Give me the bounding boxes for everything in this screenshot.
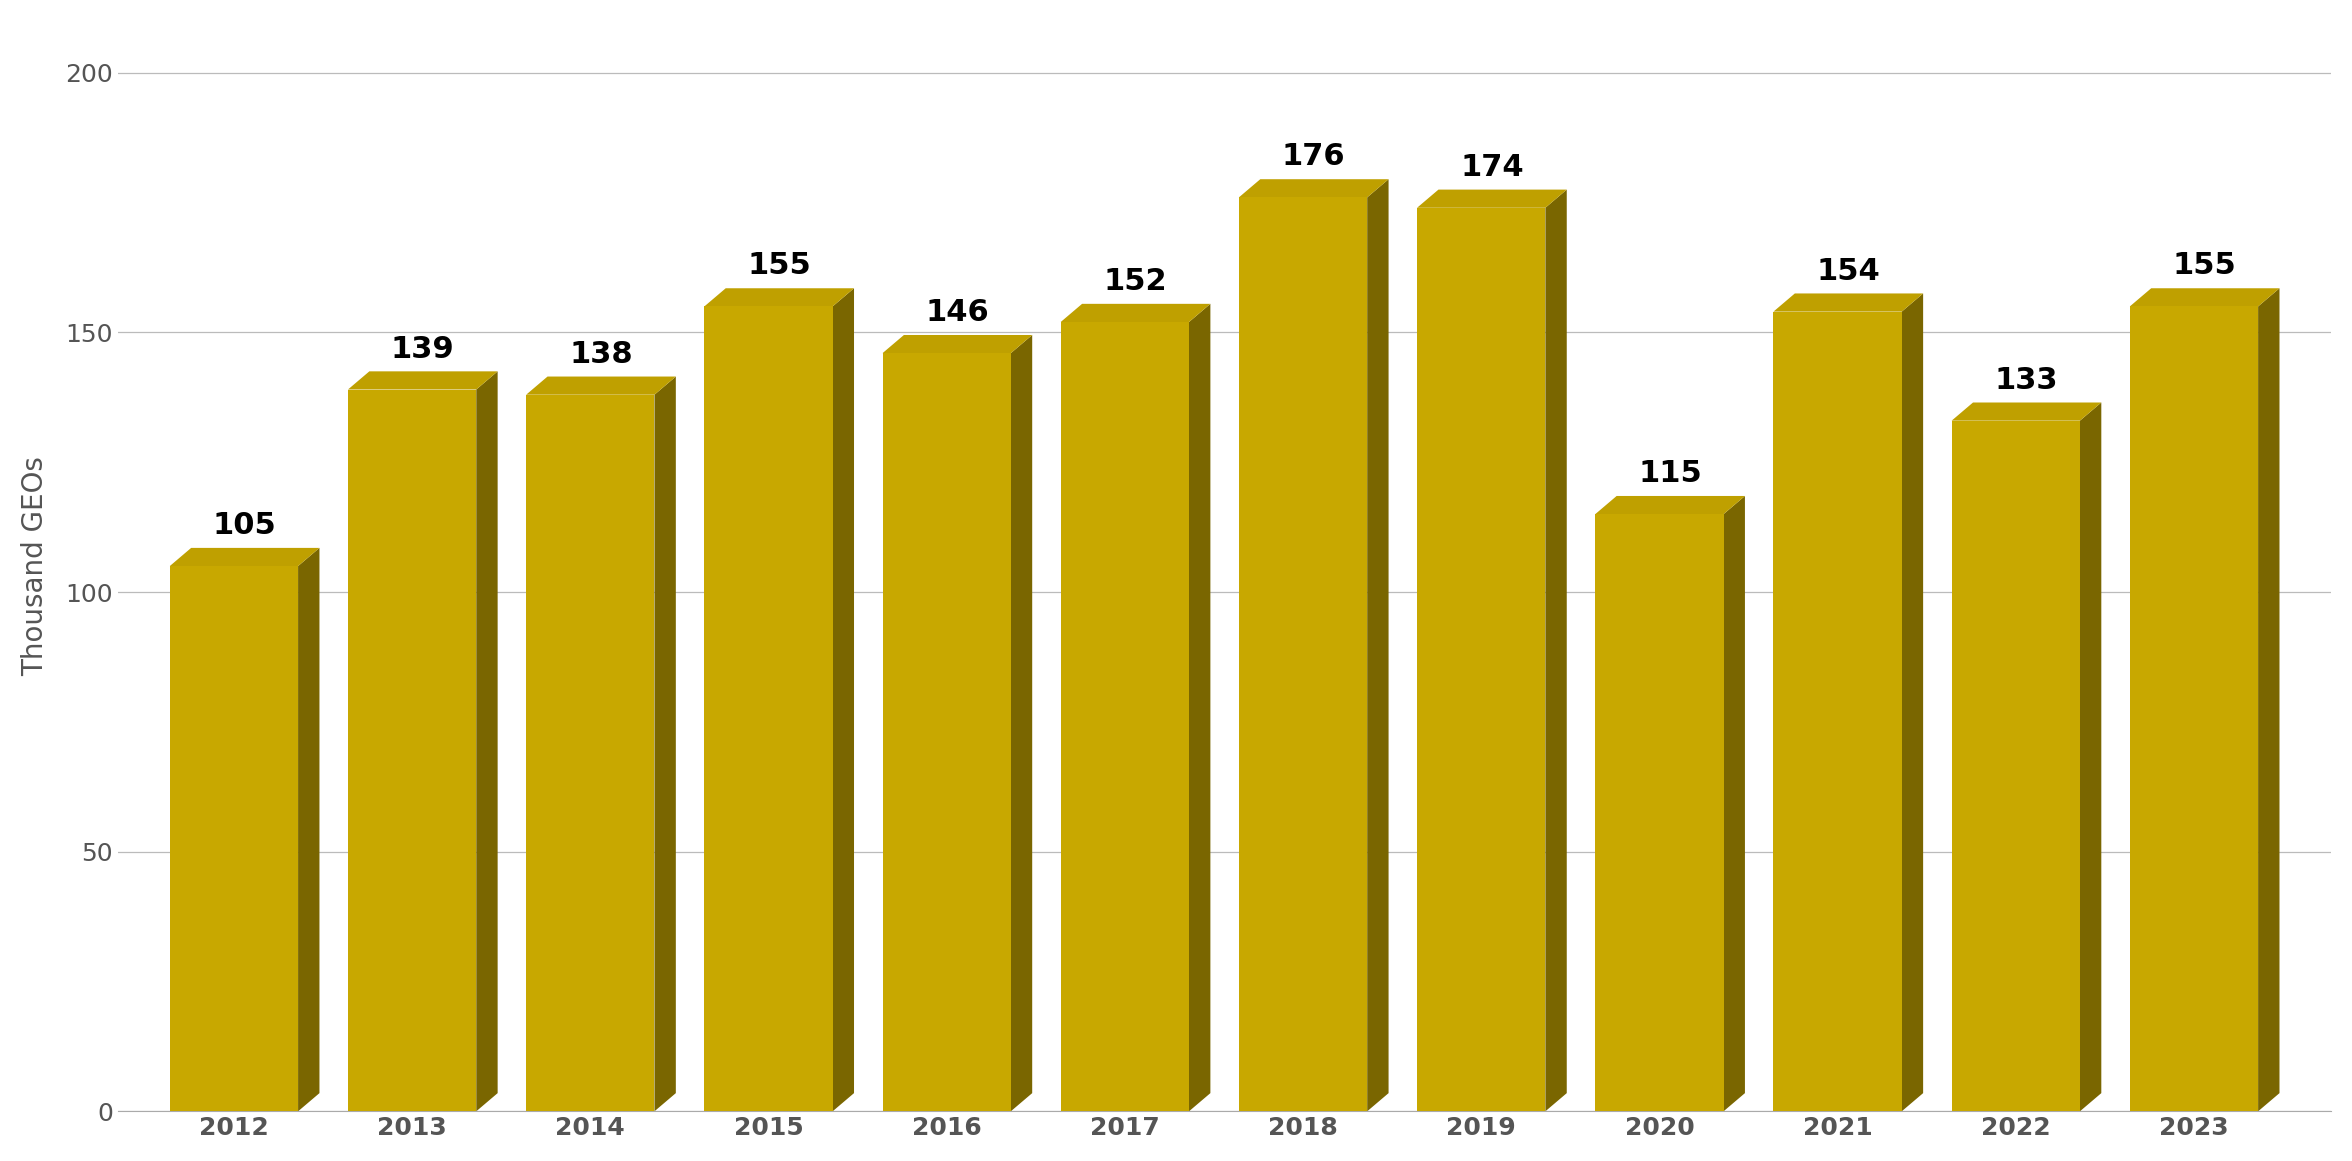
Bar <box>1595 514 1724 1111</box>
Polygon shape <box>882 336 1033 353</box>
Bar <box>2131 307 2258 1111</box>
Text: 155: 155 <box>2173 252 2237 281</box>
Polygon shape <box>1952 403 2100 420</box>
Polygon shape <box>299 548 320 1111</box>
Text: 146: 146 <box>924 298 990 327</box>
Polygon shape <box>1773 294 1924 311</box>
Bar <box>882 353 1011 1111</box>
Bar <box>1952 420 2079 1111</box>
Polygon shape <box>527 376 675 395</box>
Y-axis label: Thousand GEOs: Thousand GEOs <box>21 456 49 676</box>
Polygon shape <box>475 372 499 1111</box>
Text: 139: 139 <box>390 334 454 363</box>
Text: 174: 174 <box>1461 153 1524 182</box>
Polygon shape <box>1240 179 1388 197</box>
Polygon shape <box>1367 179 1388 1111</box>
Bar <box>169 567 299 1111</box>
Polygon shape <box>1545 189 1566 1111</box>
Polygon shape <box>833 288 854 1111</box>
Text: 154: 154 <box>1816 257 1879 286</box>
Polygon shape <box>654 376 675 1111</box>
Polygon shape <box>2258 288 2279 1111</box>
Text: 176: 176 <box>1282 143 1345 172</box>
Polygon shape <box>348 372 499 390</box>
Text: 115: 115 <box>1639 460 1703 488</box>
Text: 105: 105 <box>212 511 278 540</box>
Polygon shape <box>1416 189 1566 208</box>
Polygon shape <box>1724 496 1745 1111</box>
Bar <box>1773 311 1903 1111</box>
Polygon shape <box>2131 288 2279 307</box>
Bar <box>1061 322 1190 1111</box>
Polygon shape <box>703 288 854 307</box>
Bar <box>1416 208 1545 1111</box>
Bar <box>348 390 475 1111</box>
Polygon shape <box>169 548 320 567</box>
Bar <box>1240 197 1367 1111</box>
Text: 155: 155 <box>748 252 811 281</box>
Polygon shape <box>1595 496 1745 514</box>
Polygon shape <box>1190 304 1211 1111</box>
Polygon shape <box>2079 403 2100 1111</box>
Polygon shape <box>1903 294 1924 1111</box>
Polygon shape <box>1011 336 1033 1111</box>
Polygon shape <box>1061 304 1211 322</box>
Text: 152: 152 <box>1103 267 1167 296</box>
Text: 133: 133 <box>1994 366 2058 395</box>
Text: 138: 138 <box>569 340 633 369</box>
Bar <box>527 395 654 1111</box>
Bar <box>703 307 833 1111</box>
